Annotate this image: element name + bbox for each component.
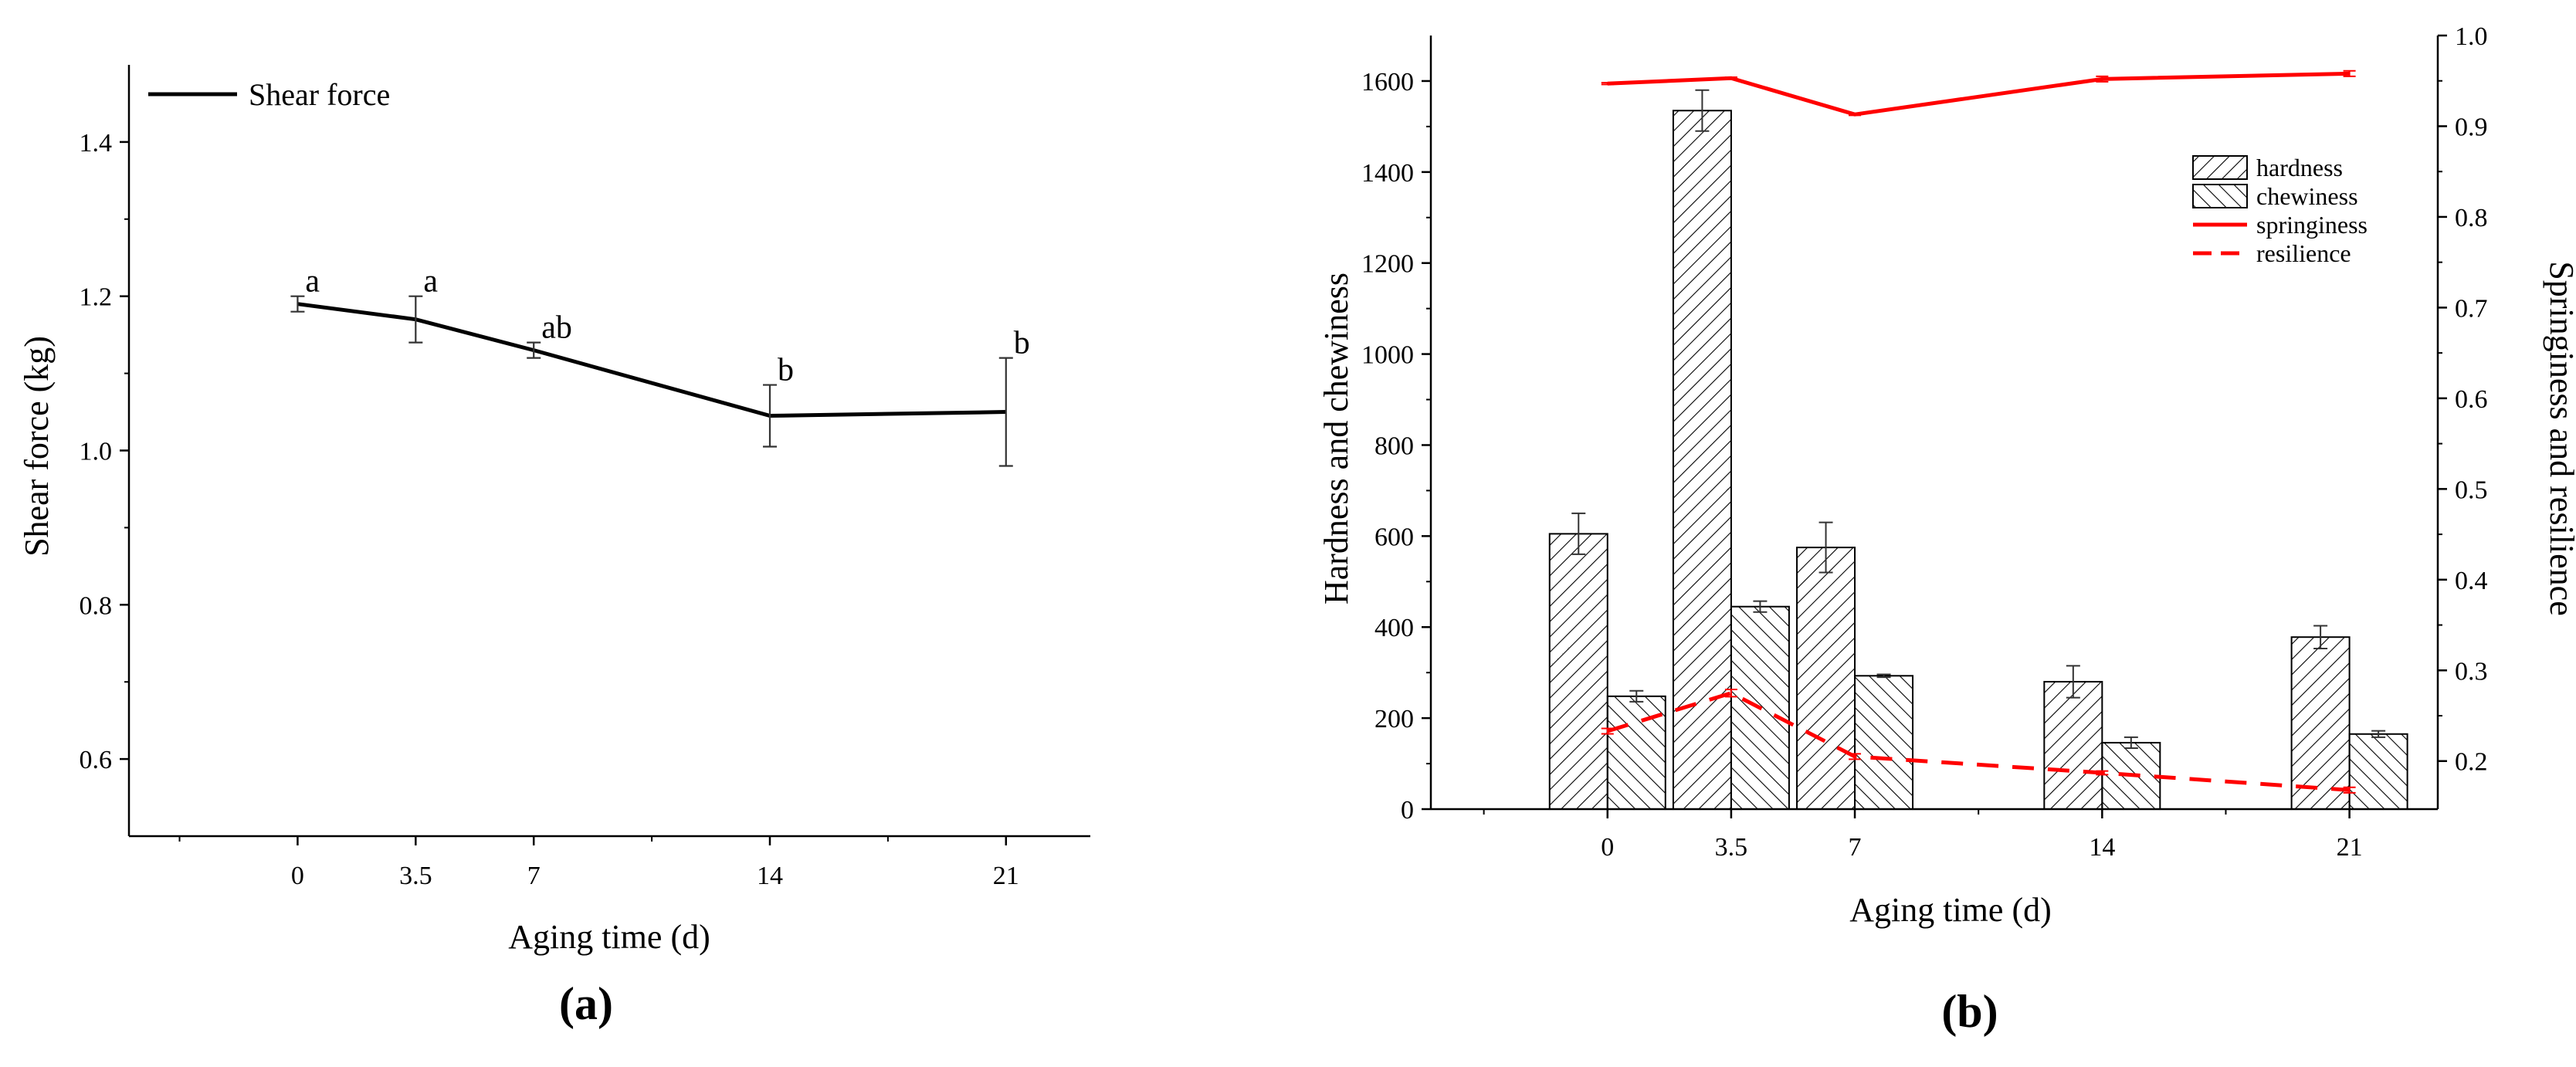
hardness-bar xyxy=(2290,636,2351,810)
x-tick-label: 7 xyxy=(1849,833,1862,862)
legend-label-shear-force: Shear force xyxy=(249,77,390,112)
legend-label-resilience: resilience xyxy=(2256,239,2351,267)
shear-force-line xyxy=(297,302,1006,418)
chart-a: 0.6 0.8 1.0 1.2 1.4 0 3.5 7 14 21 a a ab b b Shear fo… xyxy=(18,65,1090,1029)
right-y-tick-label: 0.4 xyxy=(2455,567,2488,595)
chart-a-axes xyxy=(127,65,1090,838)
y-tick-label: 0.8 xyxy=(80,591,113,620)
left-y-tick-label: 1600 xyxy=(1361,68,1414,97)
resilience-error-bar xyxy=(2343,786,2356,794)
y-tick-label: 1.2 xyxy=(80,283,113,312)
chewiness-bar-error-bar xyxy=(1629,689,1644,703)
x-tick-label: 0 xyxy=(1601,833,1614,862)
chewiness-bar-error-bar xyxy=(1876,673,1891,679)
chart-b-panel-label: (b) xyxy=(1941,986,1998,1037)
chewiness-bar xyxy=(1606,695,1666,810)
chart-b-ylabel: Hardness and chewiness xyxy=(1317,273,1355,605)
chart-b-lines xyxy=(1601,69,2356,794)
significance-letter: a xyxy=(305,264,320,300)
left-y-tick-label: 800 xyxy=(1374,432,1414,460)
hardness-bar-error-bar xyxy=(1571,512,1586,555)
resilience-error-bar xyxy=(1849,753,1862,760)
springiness-error-bar xyxy=(1849,113,1862,117)
springiness-line xyxy=(1607,71,2350,117)
x-tick-label: 14 xyxy=(757,862,783,890)
hardness-bar-error-bar xyxy=(1695,89,1710,132)
chewiness-bar xyxy=(1854,675,1914,811)
hardness-bar xyxy=(1548,533,1608,810)
springiness-error-bar xyxy=(2343,69,2356,77)
springiness-error-bar xyxy=(2096,75,2109,83)
right-y-tick-label: 0.2 xyxy=(2455,748,2488,777)
left-y-tick-label: 200 xyxy=(1374,705,1414,733)
x-tick-label: 21 xyxy=(993,862,1019,890)
legend-swatch-chewiness xyxy=(2192,184,2248,208)
significance-letter: b xyxy=(778,353,794,388)
x-tick-label: 3.5 xyxy=(399,862,432,890)
significance-letter: b xyxy=(1014,326,1030,361)
resilience-error-bar xyxy=(1724,688,1737,698)
hardness-bar-error-bar xyxy=(1818,521,1833,574)
legend-label-springiness: springiness xyxy=(2256,211,2368,239)
chewiness-bar xyxy=(2348,733,2408,811)
hardness-bar-error-bar xyxy=(2066,665,2080,699)
hardness-bar xyxy=(1796,547,1856,811)
x-tick-label: 7 xyxy=(527,862,541,890)
chart-b: 0 200 400 600 800 1000 1200 1400 1600 0.2 0.3 0.4 0.… xyxy=(1317,22,2576,1037)
chart-a-panel-label: (a) xyxy=(559,978,613,1029)
legend-swatch-hardness xyxy=(2192,155,2248,180)
chart-a-series: a a ab b b xyxy=(290,264,1030,467)
left-y-tick-label: 1200 xyxy=(1361,250,1414,279)
error-bar xyxy=(408,295,423,344)
error-bar xyxy=(290,295,305,313)
legend-label-hardness: hardness xyxy=(2256,154,2343,181)
y-tick-label: 0.6 xyxy=(80,746,113,774)
x-tick-label: 3.5 xyxy=(1715,833,1748,862)
legend-label-chewiness: chewiness xyxy=(2256,182,2358,210)
significance-letter: a xyxy=(423,264,438,300)
resilience-error-bar xyxy=(1601,727,1614,735)
right-y-tick-label: 0.6 xyxy=(2455,385,2488,414)
x-tick-label: 14 xyxy=(2089,833,2115,862)
resilience-error-bar xyxy=(2096,770,2109,776)
chewiness-bar-error-bar xyxy=(2371,730,2386,738)
chart-b-bars xyxy=(1548,89,2408,811)
significance-letter: ab xyxy=(541,310,572,346)
y-tick-label: 1.0 xyxy=(80,438,113,466)
left-y-tick-label: 600 xyxy=(1374,523,1414,551)
chart-a-ylabel: Shear force (kg) xyxy=(18,336,56,557)
right-y-tick-label: 0.5 xyxy=(2455,476,2488,504)
right-y-tick-label: 1.0 xyxy=(2455,22,2488,51)
hardness-bar-error-bar xyxy=(2313,625,2328,649)
error-bar xyxy=(998,357,1013,467)
right-y-tick-label: 0.3 xyxy=(2455,657,2488,686)
springiness-error-bar xyxy=(1724,76,1737,80)
right-y-tick-label: 0.7 xyxy=(2455,294,2488,323)
chewiness-bar-error-bar xyxy=(1753,600,1768,613)
x-tick-label: 0 xyxy=(291,862,304,890)
right-y-tick-label: 0.9 xyxy=(2455,113,2488,141)
left-y-tick-label: 1000 xyxy=(1361,341,1414,370)
error-bar xyxy=(763,384,777,448)
chart-a-ticks: 0.6 0.8 1.0 1.2 1.4 0 3.5 7 14 21 xyxy=(80,129,1019,890)
hardness-bar xyxy=(1672,110,1732,811)
chart-a-legend: Shear force xyxy=(148,77,390,112)
chart-a-xlabel: Aging time (d) xyxy=(508,918,710,956)
x-tick-label: 21 xyxy=(2337,833,2363,862)
chart-b-y2label: Springiness and resilience xyxy=(2543,261,2576,615)
chart-b-ticks: 0 200 400 600 800 1000 1200 1400 1600 0.2 0.3 0.4 0.… xyxy=(1361,22,2488,862)
springiness-error-bar xyxy=(1601,82,1614,86)
chewiness-bar-error-bar xyxy=(2124,736,2138,750)
hardness-bar xyxy=(2043,680,2103,811)
error-bar xyxy=(527,341,541,359)
right-y-tick-label: 0.8 xyxy=(2455,204,2488,232)
left-y-tick-label: 1400 xyxy=(1361,159,1414,188)
left-y-tick-label: 0 xyxy=(1401,796,1414,825)
left-y-tick-label: 400 xyxy=(1374,614,1414,642)
y-tick-label: 1.4 xyxy=(80,129,113,158)
chart-b-xlabel: Aging time (d) xyxy=(1849,891,2052,929)
